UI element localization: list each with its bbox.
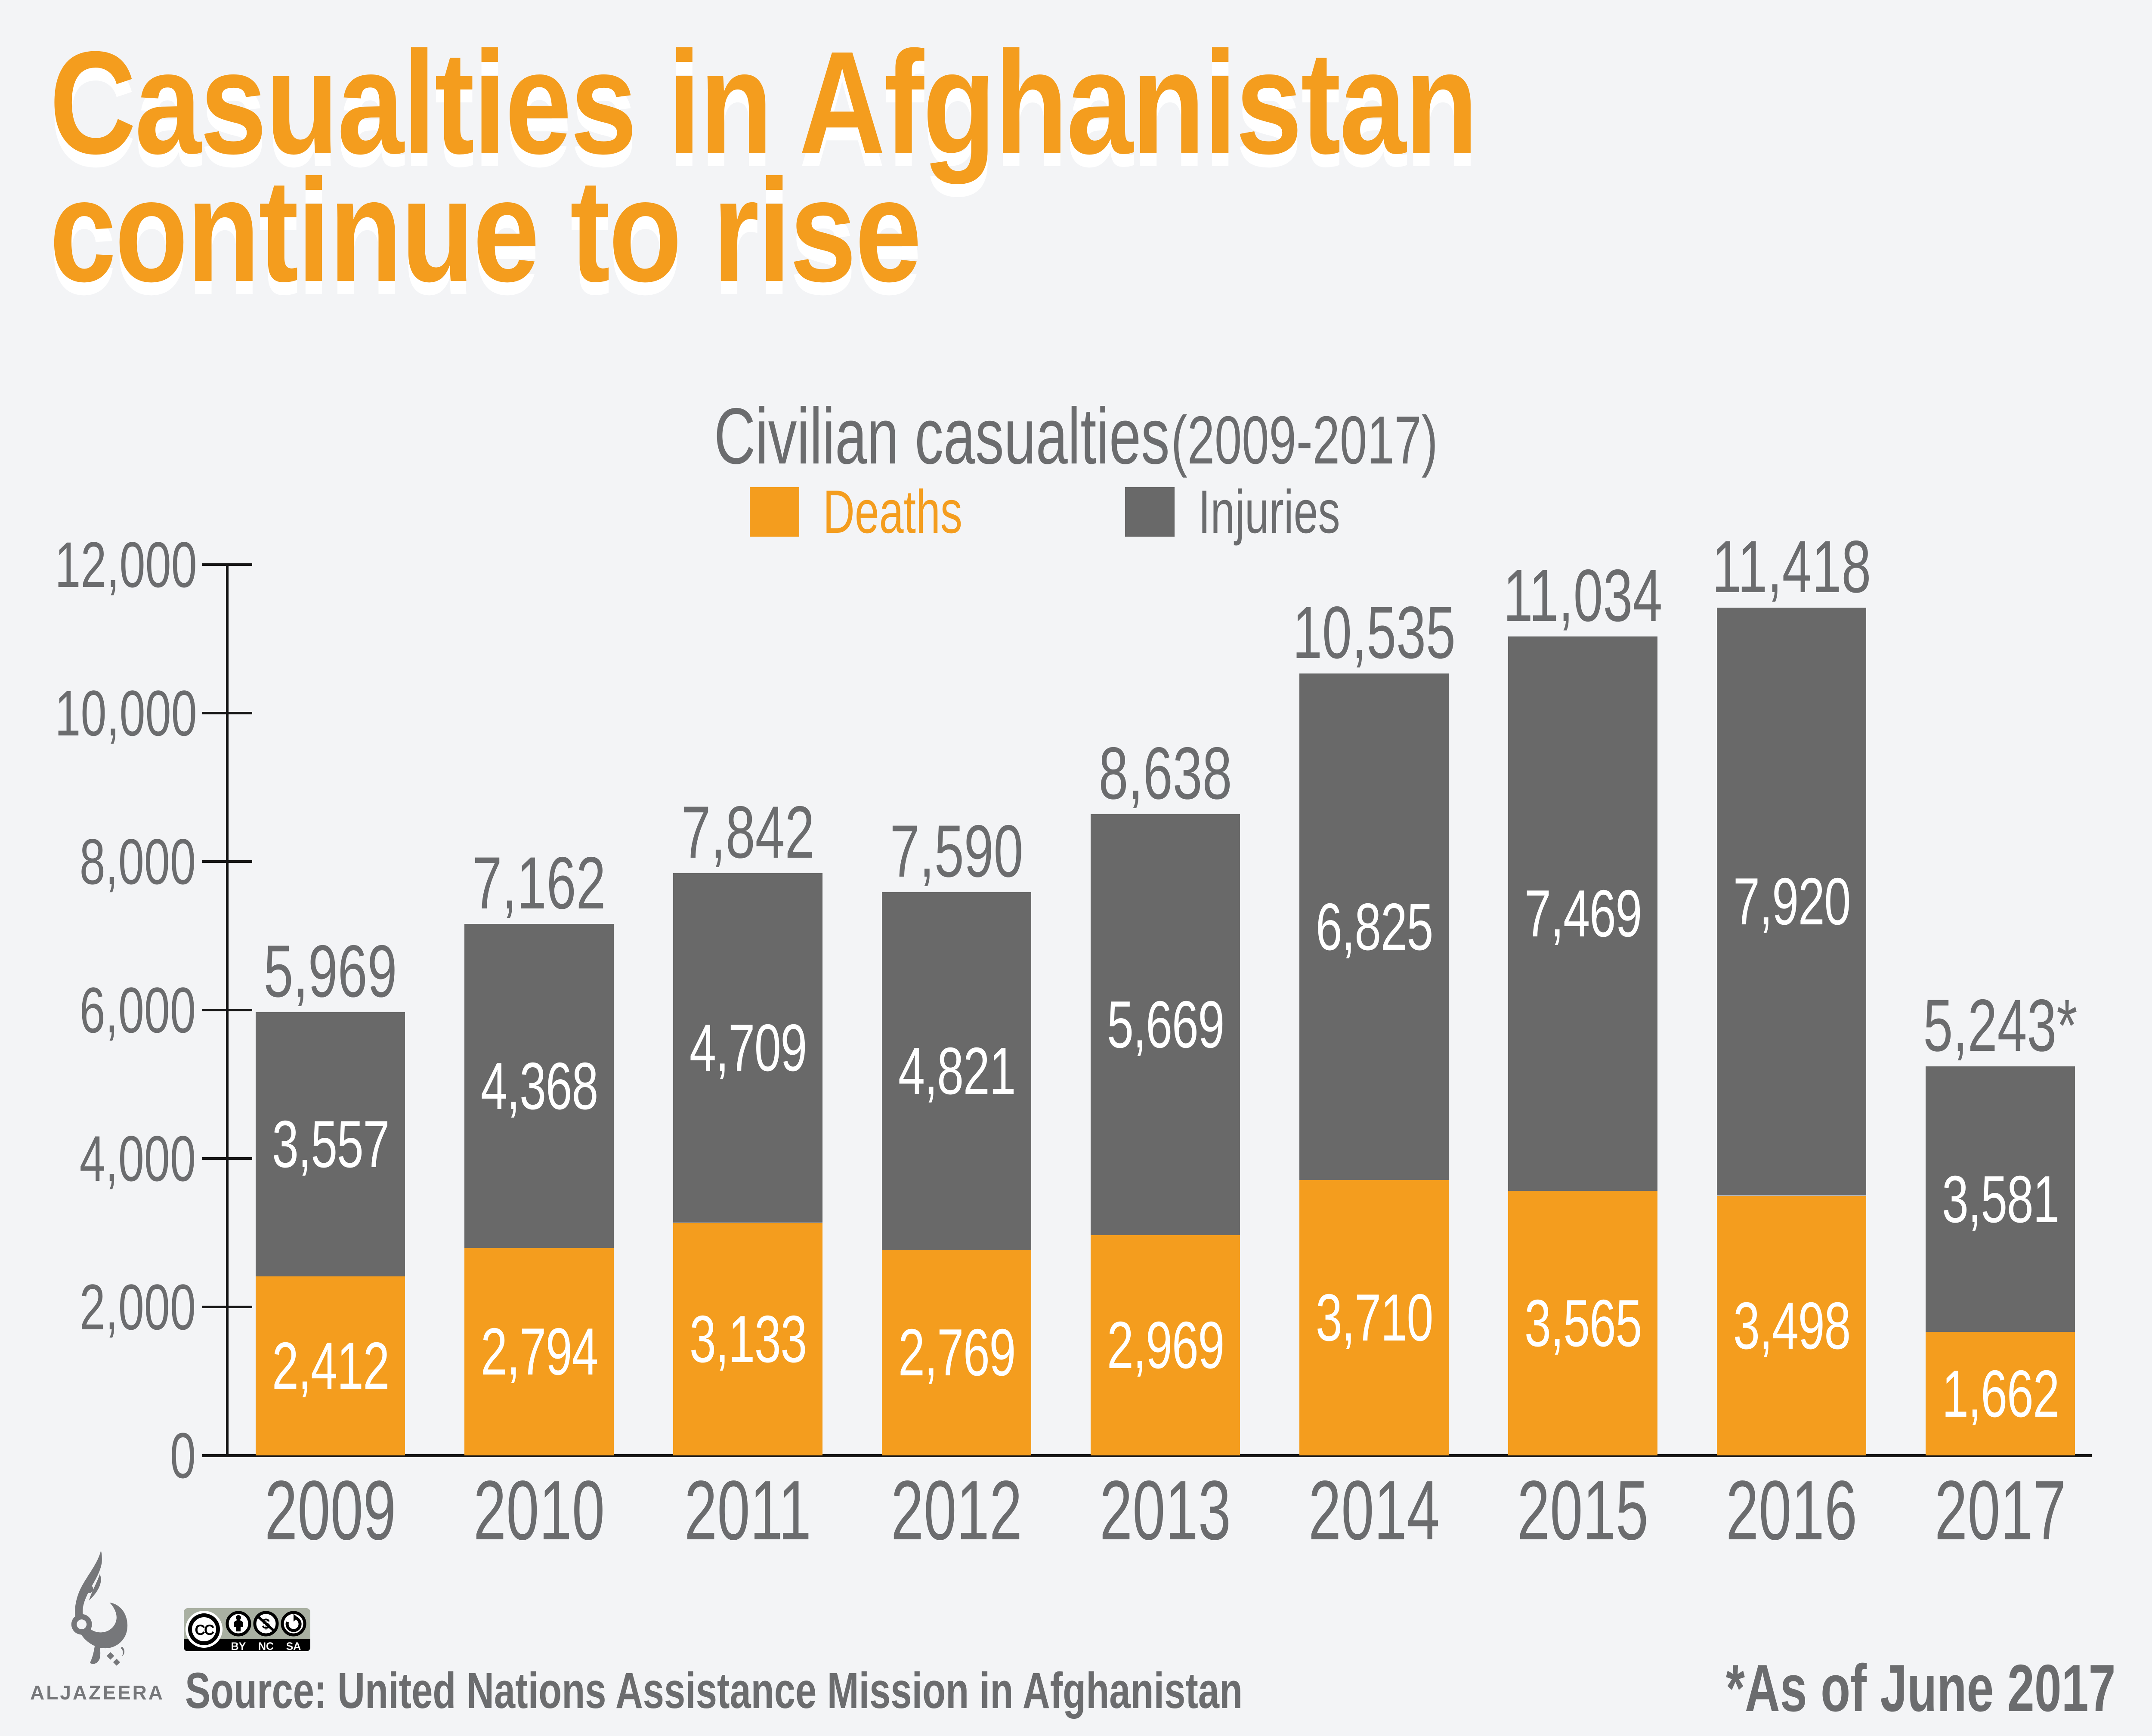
bar-label-deaths-2011: 3,133 <box>689 1302 807 1376</box>
legend-label-injuries: Injuries <box>1198 478 1340 546</box>
bar-label-deaths-2016: 3,498 <box>1733 1288 1851 1363</box>
bar-total-2016: 11,418 <box>1712 525 1871 608</box>
y-axis-label: 8,000 <box>79 825 196 898</box>
bar-total-2017: 5,243* <box>1923 984 2078 1067</box>
page-title-line2: continue to rise <box>49 149 922 312</box>
nc-icon: $ <box>253 1611 279 1637</box>
x-axis-label-2011: 2011 <box>684 1463 812 1557</box>
bar-deaths-2009: 2,412 <box>256 1276 405 1455</box>
x-axis-label-2014: 2014 <box>1308 1463 1440 1557</box>
aljazeera-wordmark: ALJAZEERA <box>30 1681 165 1704</box>
bar-total-2011: 7,842 <box>681 791 815 874</box>
bar-deaths-2012: 2,769 <box>882 1250 1031 1455</box>
y-axis-label: 12,000 <box>55 528 197 601</box>
bar-label-deaths-2017: 1,662 <box>1942 1356 2059 1431</box>
cc-label-by: BY <box>231 1640 246 1653</box>
footnote-as-of: *As of June 2017 <box>1726 1651 2116 1725</box>
y-axis-label: 4,000 <box>79 1122 196 1195</box>
x-axis-label-2010: 2010 <box>473 1463 605 1557</box>
bar-deaths-2017: 1,662 <box>1926 1332 2075 1455</box>
bar-label-deaths-2012: 2,769 <box>898 1315 1016 1390</box>
legend-swatch-deaths <box>750 487 799 537</box>
aljazeera-logo-icon <box>71 1550 128 1666</box>
x-axis-label-2016: 2016 <box>1725 1463 1858 1557</box>
cc-label-sa: SA <box>286 1640 301 1653</box>
chart-title-main: Civilian casualties <box>714 392 1170 481</box>
bar-total-2009: 5,969 <box>263 930 397 1013</box>
y-axis-label: 2,000 <box>79 1271 196 1343</box>
bar-label-deaths-2014: 3,710 <box>1315 1280 1433 1355</box>
bar-deaths-2011: 3,133 <box>673 1223 822 1455</box>
cc-by-nc-sa-badge: CC $ BY NC SA <box>184 1608 310 1653</box>
bar-injuries-2015: 7,469 <box>1508 636 1657 1191</box>
y-axis-label: 10,000 <box>55 677 197 749</box>
bar-label-injuries-2014: 6,825 <box>1315 889 1433 964</box>
cc-label-nc: NC <box>258 1640 274 1653</box>
chart-title-range: (2009-2017) <box>1171 402 1438 478</box>
bar-label-injuries-2011: 4,709 <box>689 1010 807 1085</box>
bar-deaths-2016: 3,498 <box>1717 1196 1866 1455</box>
bar-injuries-2014: 6,825 <box>1299 673 1449 1180</box>
bar-label-injuries-2010: 4,368 <box>480 1048 598 1123</box>
bar-label-injuries-2017: 3,581 <box>1942 1162 2059 1236</box>
bar-injuries-2011: 4,709 <box>673 873 822 1223</box>
bar-label-deaths-2015: 3,565 <box>1524 1285 1642 1360</box>
x-axis-label-2009: 2009 <box>264 1463 396 1557</box>
bar-injuries-2013: 5,669 <box>1091 814 1240 1235</box>
source-attribution: Source: United Nations Assistance Missio… <box>185 1662 1243 1719</box>
legend-item-deaths: Deaths <box>750 478 1017 546</box>
x-axis-label-2017: 2017 <box>1934 1463 2066 1557</box>
y-axis-label: 6,000 <box>79 974 196 1046</box>
bar-deaths-2010: 2,794 <box>464 1248 614 1455</box>
x-axis-line <box>202 1454 2092 1457</box>
page-title: Casualties in Afghanistan continue to ri… <box>49 21 1790 312</box>
page-title-line1: Casualties in Afghanistan <box>49 21 1478 185</box>
bar-total-2012: 7,590 <box>890 810 1023 893</box>
bar-label-deaths-2010: 2,794 <box>480 1314 598 1389</box>
legend-label-deaths: Deaths <box>823 478 962 546</box>
y-axis-line <box>226 563 229 1457</box>
bar-label-deaths-2013: 2,969 <box>1107 1308 1224 1382</box>
bar-injuries-2010: 4,368 <box>464 924 614 1248</box>
bar-deaths-2014: 3,710 <box>1299 1180 1449 1455</box>
bar-label-deaths-2009: 2,412 <box>272 1328 390 1403</box>
bar-deaths-2015: 3,565 <box>1508 1191 1657 1455</box>
bar-total-2015: 11,034 <box>1503 554 1663 637</box>
bar-label-injuries-2013: 5,669 <box>1107 987 1224 1062</box>
bar-deaths-2013: 2,969 <box>1091 1235 1240 1455</box>
y-axis-label: 0 <box>170 1419 196 1492</box>
bar-injuries-2016: 7,920 <box>1717 608 1866 1195</box>
bar-injuries-2017: 3,581 <box>1926 1066 2075 1332</box>
bar-label-injuries-2016: 7,920 <box>1733 864 1851 939</box>
cc-icon: CC <box>195 1622 214 1638</box>
bar-total-2010: 7,162 <box>472 842 606 924</box>
legend-item-injuries: Injuries <box>1125 478 1395 546</box>
bar-total-2013: 8,638 <box>1098 732 1232 815</box>
chart-title: Civilian casualties (2009-2017) <box>0 397 2152 480</box>
bar-injuries-2012: 4,821 <box>882 892 1031 1250</box>
sa-icon <box>281 1611 306 1637</box>
legend-swatch-injuries <box>1125 487 1175 537</box>
bar-label-injuries-2009: 3,557 <box>272 1107 390 1181</box>
x-axis-label-2015: 2015 <box>1517 1463 1649 1557</box>
bar-total-2014: 10,535 <box>1292 591 1456 674</box>
x-axis-label-2012: 2012 <box>890 1463 1023 1557</box>
bar-injuries-2009: 3,557 <box>256 1012 405 1276</box>
x-axis-label-2013: 2013 <box>1099 1463 1231 1557</box>
bar-label-injuries-2012: 4,821 <box>898 1034 1016 1108</box>
bar-label-injuries-2015: 7,469 <box>1524 876 1642 951</box>
by-icon <box>226 1611 251 1637</box>
